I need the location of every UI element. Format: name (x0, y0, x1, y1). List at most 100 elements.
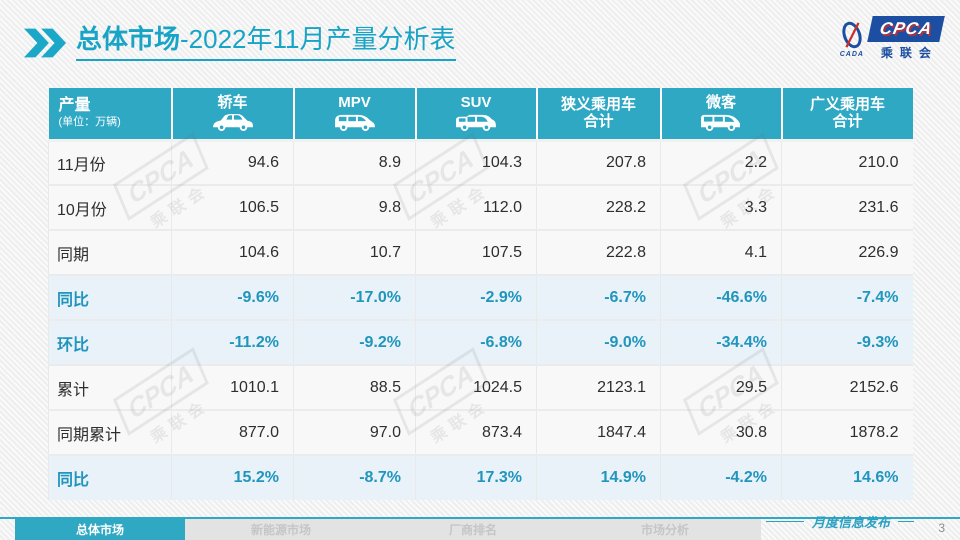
table-row-yoy: 同比 -9.6% -17.0% -2.9% -6.7% -46.6% -7.4% (48, 274, 913, 320)
page-title: 总体市场-2022年11月产量分析表 (76, 22, 456, 61)
cell: -2.9% (415, 274, 537, 320)
cell: 222.8 (536, 229, 661, 275)
suv-icon (417, 113, 536, 132)
cpca-logo-text: CPCA 乘联会 (867, 16, 945, 61)
tab-nev-market[interactable]: 新能源市场 (185, 519, 377, 540)
cell: 207.8 (536, 138, 661, 185)
cell: -7.4% (781, 274, 913, 320)
production-table: 产量 (单位：万辆) 轿车 (48, 88, 913, 500)
cell: -8.7% (293, 454, 416, 500)
table-row: 10月份 106.5 9.8 112.0 228.2 3.3 231.6 (48, 184, 913, 230)
cell: 14.9% (536, 454, 661, 500)
double-chevron-icon (24, 28, 66, 63)
cell: 30.8 (660, 409, 782, 455)
table-row-cum-yoy: 同比 15.2% -8.7% 17.3% 14.9% -4.2% 14.6% (48, 454, 913, 500)
cell: 2123.1 (536, 364, 661, 410)
cpca-acronym: CPCA (867, 16, 945, 42)
cell: -6.8% (415, 319, 537, 365)
table-row: 11月份 94.6 8.9 104.3 207.8 2.2 210.0 (48, 138, 913, 185)
cell: -46.6% (660, 274, 782, 320)
column-label-line2: 合计 (832, 113, 863, 131)
column-label: SUV (460, 94, 492, 112)
cpca-name: 乘联会 (880, 46, 938, 60)
column-header-broad-pv-total: 广义乘用车 合计 (780, 88, 913, 140)
cell: 2.2 (660, 138, 782, 185)
cell: -9.6% (171, 274, 294, 320)
cell: 226.9 (781, 229, 913, 275)
cell: 104.3 (415, 138, 537, 185)
dash-line (898, 521, 914, 522)
page-number: 3 (938, 521, 945, 535)
page-title-suffix: -2022年11月产量分析表 (180, 24, 456, 54)
cell: -9.2% (293, 319, 416, 365)
swoosh-icon (842, 21, 862, 49)
column-header-microvan: 微客 (659, 88, 782, 140)
cell: 3.3 (660, 184, 782, 230)
table-row-mom: 环比 -11.2% -9.2% -6.8% -9.0% -34.4% -9.3% (48, 319, 913, 365)
cada-label: CADA (839, 51, 864, 58)
cell: -34.4% (660, 319, 782, 365)
cell: 1878.2 (781, 409, 913, 455)
cell: 29.5 (660, 364, 782, 410)
cell: 877.0 (171, 409, 294, 455)
row-label: 同比 (48, 454, 172, 500)
tab-overall-market[interactable]: 总体市场 (15, 519, 185, 540)
cell: -9.0% (536, 319, 661, 365)
cell: 1024.5 (415, 364, 537, 410)
row-label: 10月份 (48, 184, 172, 230)
tab-oem-ranking[interactable]: 厂商排名 (377, 519, 569, 540)
column-label: 狭义乘用车 (560, 96, 636, 114)
column-header-narrow-pv-total: 狭义乘用车 合计 (535, 88, 661, 140)
footer-divider (0, 517, 960, 519)
cell: 94.6 (171, 138, 294, 185)
cell: 1847.4 (536, 409, 661, 455)
cell: 210.0 (781, 138, 913, 185)
cell: 17.3% (415, 454, 537, 500)
table-title: 产量 (58, 97, 91, 115)
cell: 106.5 (171, 184, 294, 230)
column-label: 轿车 (217, 94, 248, 112)
table-row: 同期累计 877.0 97.0 873.4 1847.4 30.8 1878.2 (48, 409, 913, 455)
table-unit: (单位：万辆) (58, 116, 121, 129)
cell: -17.0% (293, 274, 416, 320)
row-label: 累计 (48, 364, 172, 410)
cell: 104.6 (171, 229, 294, 275)
cell: 14.6% (781, 454, 913, 500)
column-label-line2: 合计 (583, 113, 614, 131)
page-title-section: 总体市场 (76, 24, 181, 54)
column-header-suv: SUV (414, 88, 537, 140)
column-header-sedan: 轿车 (170, 88, 294, 140)
cell: 107.5 (415, 229, 537, 275)
cell: 228.2 (536, 184, 661, 230)
cell: 873.4 (415, 409, 537, 455)
column-label: MPV (338, 94, 371, 112)
cpca-logo: CADA CPCA 乘联会 (838, 16, 945, 61)
cell: 112.0 (415, 184, 537, 230)
cell: 10.7 (293, 229, 416, 275)
cell: -9.3% (781, 319, 913, 365)
dash-line (765, 521, 804, 522)
row-label: 环比 (48, 319, 172, 365)
cell: 8.9 (293, 138, 416, 185)
cell: -4.2% (660, 454, 782, 500)
table-row: 累计 1010.1 88.5 1024.5 2123.1 29.5 2152.6 (48, 364, 913, 410)
row-label: 同期 (48, 229, 172, 275)
slide-header: 总体市场-2022年11月产量分析表 (24, 22, 456, 63)
table-row: 同期 104.6 10.7 107.5 222.8 4.1 226.9 (48, 229, 913, 275)
tab-market-analysis[interactable]: 市场分析 (569, 519, 761, 540)
cpca-logo-mark: CADA (838, 19, 866, 58)
cell: 1010.1 (171, 364, 294, 410)
cell: -6.7% (536, 274, 661, 320)
cell: 88.5 (293, 364, 416, 410)
column-label: 微客 (705, 94, 736, 112)
section-tabs: 总体市场 新能源市场 厂商排名 市场分析 (15, 519, 761, 540)
column-header-production: 产量 (单位：万辆) (48, 88, 172, 140)
cell: 231.6 (781, 184, 913, 230)
microvan-icon (662, 113, 781, 132)
release-label: 月度信息发布 (765, 512, 914, 531)
cell: 4.1 (660, 229, 782, 275)
sedan-icon (173, 113, 293, 132)
cell: 9.8 (293, 184, 416, 230)
column-header-mpv: MPV (292, 88, 416, 140)
